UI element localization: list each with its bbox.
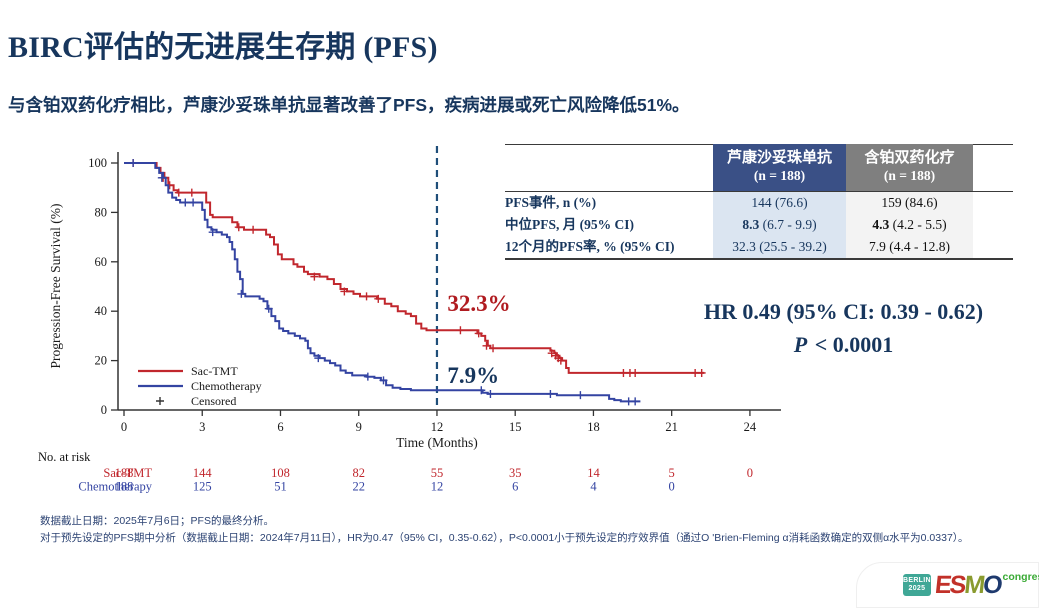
table-row-pfs-events: PFS事件, n (%) 144 (76.6) 159 (84.6) bbox=[505, 192, 1013, 214]
svg-text:4: 4 bbox=[590, 480, 597, 494]
svg-text:21: 21 bbox=[665, 420, 678, 434]
table-corner-cell bbox=[505, 144, 713, 191]
svg-text:15: 15 bbox=[509, 420, 522, 434]
table-header-sac-tmt: 芦康沙妥珠单抗 (n = 188) bbox=[713, 144, 846, 191]
hr-statistics: HR 0.49 (95% CI: 0.39 - 0.62) P < 0.0001 bbox=[648, 299, 1039, 358]
svg-text:Sac-TMT: Sac-TMT bbox=[191, 364, 238, 378]
chemo-value: 159 (84.6) bbox=[846, 192, 973, 214]
axes: 0 20 40 60 80 100 0 3 6 9 12 15 18 21 24 Time (Months) P… bbox=[48, 152, 781, 450]
row-label: 12个月的PFS率, % (95% CI) bbox=[505, 239, 675, 254]
sac-tmt-value: 32.3 (25.5 - 39.2) bbox=[713, 236, 846, 258]
annotation-1: 7.9% bbox=[447, 363, 499, 388]
hazard-ratio-text: HR 0.49 (95% CI: 0.39 - 0.62) bbox=[703, 299, 984, 324]
censored-plus-icon bbox=[156, 397, 164, 405]
svg-text:80: 80 bbox=[95, 205, 108, 219]
svg-text:188: 188 bbox=[115, 480, 134, 494]
berlin-badge: BERLIN 2025 bbox=[903, 574, 931, 596]
row-label: PFS事件, n (%) bbox=[505, 195, 597, 210]
svg-text:0: 0 bbox=[121, 420, 127, 434]
svg-text:Sac-TMT: Sac-TMT bbox=[103, 466, 152, 480]
svg-text:6: 6 bbox=[512, 480, 518, 494]
svg-text:188: 188 bbox=[115, 466, 134, 480]
footnote-1: 数据截止日期：2025年7月6日；PFS的最终分析。 bbox=[40, 515, 274, 527]
svg-text:18: 18 bbox=[587, 420, 600, 434]
footnote-2: 对于预先设定的PFS期中分析（数据截止日期：2024年7月11日），HR为0.4… bbox=[40, 531, 969, 544]
table-row-median-pfs: 中位PFS, 月 (95% CI) 8.3 (6.7 - 9.9) 4.3 (4… bbox=[505, 214, 1013, 236]
table-header-chemo: 含铂双药化疗 (n = 188) bbox=[846, 144, 973, 191]
svg-text:14: 14 bbox=[587, 466, 600, 480]
row-label: 中位PFS, 月 (95% CI) bbox=[505, 217, 634, 232]
svg-text:0: 0 bbox=[747, 466, 753, 480]
chemo-value: 4.3 (4.2 - 5.5) bbox=[846, 214, 973, 236]
svg-text:100: 100 bbox=[88, 156, 107, 170]
table-header-row: 芦康沙妥珠单抗 (n = 188) 含铂双药化疗 (n = 188) bbox=[505, 144, 1013, 192]
congress-label: congress bbox=[1002, 571, 1039, 583]
no-at-risk-label: No. at risk bbox=[38, 450, 91, 464]
svg-text:Censored: Censored bbox=[191, 394, 236, 408]
annotation-0: 32.3% bbox=[447, 291, 510, 316]
svg-text:5: 5 bbox=[669, 466, 675, 480]
sac-tmt-value: 8.3 (6.7 - 9.9) bbox=[713, 214, 846, 236]
svg-text:144: 144 bbox=[193, 466, 213, 480]
censor-marks-sac-tmt bbox=[129, 159, 706, 377]
svg-text:55: 55 bbox=[431, 466, 444, 480]
svg-text:125: 125 bbox=[193, 480, 212, 494]
sac-tmt-value: 144 (76.6) bbox=[713, 192, 846, 214]
page-title: BIRC评估的无进展生存期 (PFS) bbox=[8, 31, 438, 64]
svg-text:35: 35 bbox=[509, 466, 522, 480]
curve-chemotherapy bbox=[124, 162, 641, 403]
svg-text:82: 82 bbox=[352, 466, 365, 480]
svg-text:51: 51 bbox=[274, 480, 287, 494]
svg-text:0: 0 bbox=[101, 403, 107, 417]
svg-text:Chemotherapy: Chemotherapy bbox=[78, 480, 152, 494]
svg-text:3: 3 bbox=[199, 420, 205, 434]
svg-text:60: 60 bbox=[95, 255, 108, 269]
svg-text:24: 24 bbox=[744, 420, 757, 434]
table-header-filler bbox=[973, 144, 1013, 191]
svg-text:9: 9 bbox=[356, 420, 362, 434]
svg-text:108: 108 bbox=[271, 466, 290, 480]
y-axis-title: Progression-Free Survival (%) bbox=[48, 204, 63, 369]
svg-text:12: 12 bbox=[431, 480, 444, 494]
svg-text:6: 6 bbox=[277, 420, 283, 434]
svg-text:40: 40 bbox=[95, 304, 108, 318]
table-row-12mo-pfs-rate: 12个月的PFS率, % (95% CI) 32.3 (25.5 - 39.2)… bbox=[505, 236, 1013, 258]
censor-marks-chemotherapy bbox=[129, 159, 640, 406]
svg-text:20: 20 bbox=[95, 354, 108, 368]
esmo-wordmark: ESMO bbox=[933, 570, 1003, 599]
esmo-logo-card: BERLIN 2025 ESMO congress bbox=[856, 562, 1039, 608]
svg-text:12: 12 bbox=[431, 420, 444, 434]
x-axis-title: Time (Months) bbox=[396, 435, 478, 450]
svg-text:22: 22 bbox=[352, 480, 365, 494]
p-value-text: P < 0.0001 bbox=[793, 332, 894, 357]
footnotes: 数据截止日期：2025年7月6日；PFS的最终分析。 对于预先设定的PFS期中分… bbox=[40, 513, 969, 547]
chemo-value: 7.9 (4.4 - 12.8) bbox=[846, 236, 973, 258]
svg-text:0: 0 bbox=[669, 480, 675, 494]
svg-text:Chemotherapy: Chemotherapy bbox=[191, 379, 262, 393]
pfs-summary-table: 芦康沙妥珠单抗 (n = 188) 含铂双药化疗 (n = 188) PFS事件… bbox=[505, 144, 1013, 260]
subtitle: 与含铂双药化疗相比，芦康沙妥珠单抗显著改善了PFS，疾病进展或死亡风险降低51%… bbox=[8, 95, 690, 115]
